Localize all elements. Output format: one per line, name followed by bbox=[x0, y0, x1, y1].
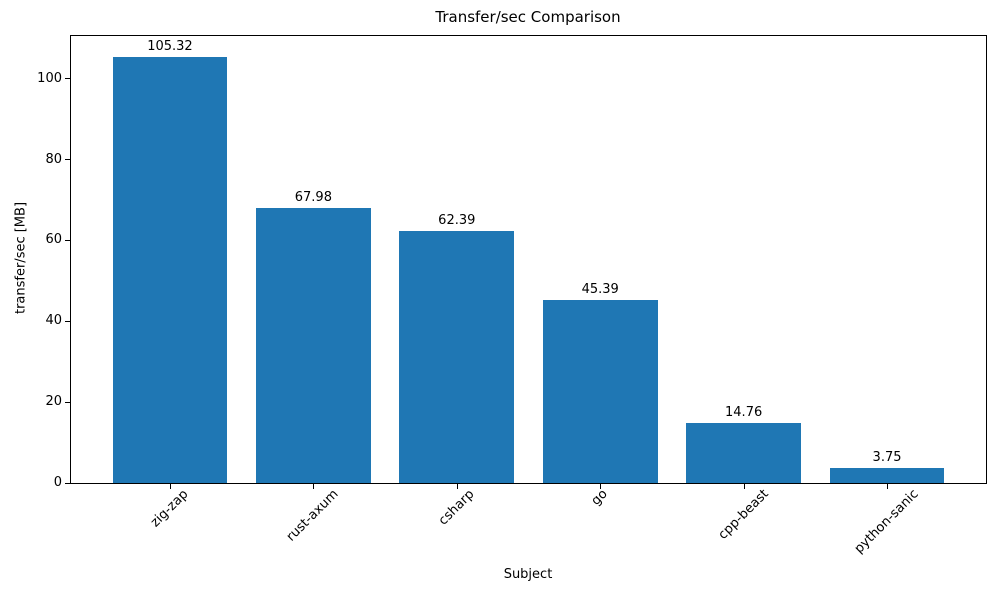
x-tick-label: python-sanic bbox=[851, 487, 922, 557]
y-tick-mark bbox=[65, 320, 70, 322]
bar-value-label: 105.32 bbox=[147, 39, 193, 55]
x-tick-mark bbox=[169, 484, 171, 489]
bar-value-label: 14.76 bbox=[725, 405, 763, 421]
bar bbox=[829, 467, 945, 483]
x-tick-label: csharp bbox=[435, 487, 478, 529]
y-axis-ticks: 0 20 40 60 80 100 bbox=[37, 36, 986, 490]
y-tick-mark bbox=[65, 482, 70, 484]
y-tick-label: 80 bbox=[45, 151, 62, 167]
x-tick-label: rust-axum bbox=[284, 487, 342, 545]
x-tick-mark bbox=[743, 484, 745, 489]
bar-value-label: 3.75 bbox=[872, 449, 902, 465]
bar bbox=[542, 299, 658, 483]
bar bbox=[686, 423, 801, 483]
y-tick-label: 60 bbox=[45, 232, 62, 248]
x-tick-label: cpp-beast bbox=[715, 486, 772, 544]
x-tick-label: zig-zap bbox=[147, 486, 192, 531]
bar bbox=[112, 57, 228, 483]
plot-area: 105.32 67.98 62.39 45.39 14.76 3.75 0 20 40 60 80… bbox=[37, 35, 987, 557]
x-axis-label: Subject bbox=[503, 567, 553, 582]
chart-title: Transfer/sec Comparison bbox=[435, 8, 621, 26]
y-tick-label: 0 bbox=[53, 475, 62, 490]
bars-layer: 105.32 67.98 62.39 45.39 14.76 3.75 bbox=[71, 36, 986, 483]
x-tick-mark bbox=[313, 484, 315, 489]
y-tick-mark bbox=[65, 239, 70, 241]
bar-value-label: 45.39 bbox=[581, 281, 619, 297]
bar bbox=[399, 230, 515, 483]
bar-value-label: 67.98 bbox=[294, 190, 332, 206]
y-tick-mark bbox=[65, 159, 70, 161]
x-tick-mark bbox=[456, 484, 458, 489]
y-tick-mark bbox=[65, 78, 70, 80]
y-tick-label: 100 bbox=[37, 70, 62, 86]
x-tick-label: go bbox=[588, 486, 611, 509]
y-tick-label: 20 bbox=[45, 394, 62, 410]
bar-value-label: 62.39 bbox=[438, 212, 476, 228]
y-tick-label: 40 bbox=[45, 313, 62, 329]
x-axis-ticks: zig-zap rust-axum csharp go cpp-beast python-… bbox=[71, 36, 986, 557]
y-axis-label: transfer/sec [MB] bbox=[13, 201, 29, 315]
x-tick-mark bbox=[600, 484, 602, 489]
x-tick-mark bbox=[887, 484, 889, 489]
y-tick-mark bbox=[65, 401, 70, 403]
bar bbox=[256, 208, 371, 483]
